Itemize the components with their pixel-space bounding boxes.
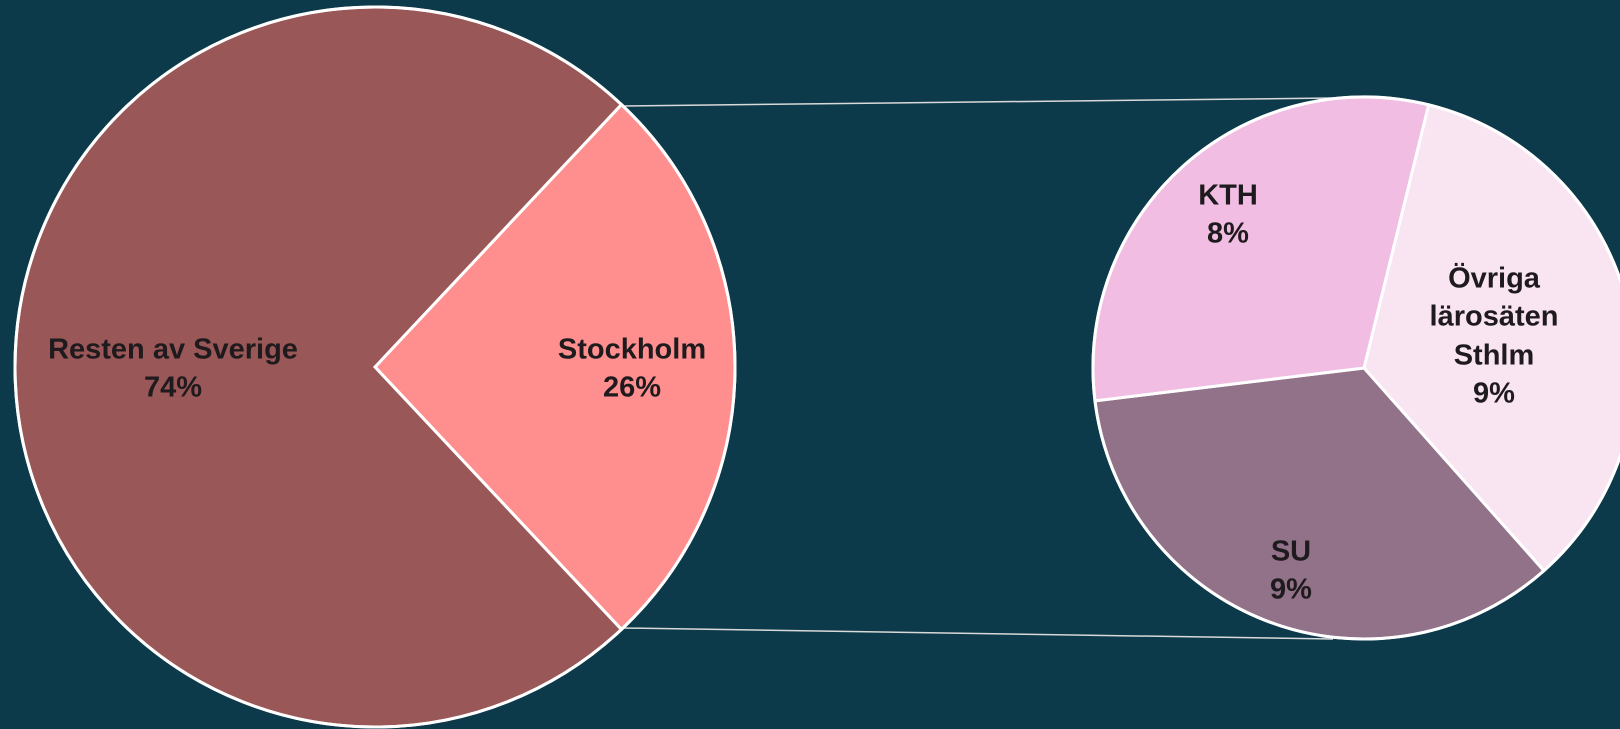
slice-value: 8% (1207, 218, 1249, 250)
slice-category: KTH (1198, 179, 1258, 212)
slice-value: 74% (143, 372, 203, 404)
slice-category: Övriga lärosäten Sthlm (1429, 262, 1559, 371)
connector-line (622, 627, 1334, 640)
slice-value: 26% (602, 372, 662, 404)
slice-category: SU (1270, 535, 1312, 568)
pie-outline (13, 5, 737, 729)
connector-line (622, 97, 1334, 107)
slice-label: SU 9% (1206, 533, 1376, 610)
slice-label: Resten av Sverige 74% (48, 331, 298, 408)
slice-label: KTH 8% (1143, 177, 1313, 254)
slice-value: 9% (1473, 377, 1515, 410)
slice-category: Resten av Sverige (48, 333, 298, 366)
slice-value: 9% (1270, 574, 1312, 606)
slice-label: Stockholm 26% (558, 331, 706, 408)
slice-label: Övriga lärosäten Sthlm 9% (1409, 259, 1579, 412)
pie-outline (1091, 95, 1620, 641)
slice-category: Stockholm (557, 333, 707, 366)
